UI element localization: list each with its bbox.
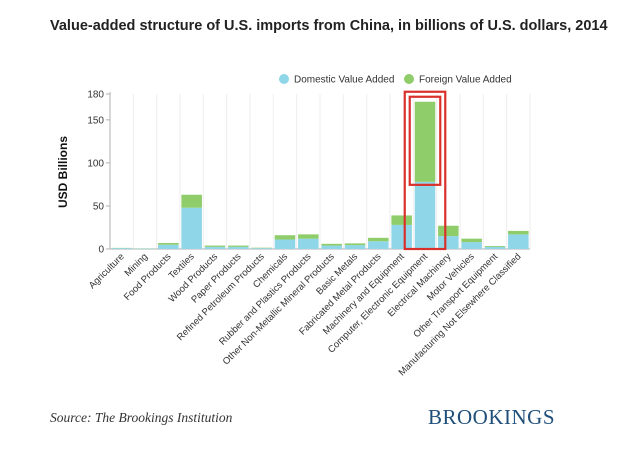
bar-domestic [251,248,272,249]
axes [106,92,530,250]
legend-label-foreign: Foreign Value Added [419,75,512,86]
bar-foreign [461,238,482,243]
bar-foreign [484,245,506,247]
bar-foreign [438,225,459,237]
bar-domestic [391,224,412,249]
bar-domestic [368,241,389,249]
bar-domestic [438,236,459,249]
bar-domestic [321,245,342,249]
bar-domestic [181,207,202,249]
legend-label-domestic: Domestic Value Added [294,75,394,86]
bar-domestic [158,244,179,249]
y-tick-label: 100 [87,158,104,169]
y-axis-label: USD Billions [56,136,70,208]
bar-foreign [344,243,366,246]
source-note: Source: The Brookings Institution [50,410,233,425]
bar-domestic [204,246,226,249]
grid-lines [109,94,531,249]
chart-title: Value-added structure of U.S. imports fr… [50,18,608,34]
bar-foreign [158,242,179,245]
bar-domestic [111,248,132,249]
bar-foreign [204,245,226,247]
highlight-box-outer [403,90,447,251]
bar-foreign [228,245,249,247]
bar-domestic [461,242,482,249]
highlight-boxes [403,90,447,251]
bar-foreign [368,237,389,242]
bar-foreign [391,215,412,225]
legend: Domestic Value Added Foreign Value Added [279,74,512,86]
y-tick-label: 150 [87,115,104,126]
bar-domestic [484,246,506,249]
bar-foreign [181,194,202,208]
bar-foreign [274,235,296,240]
legend-swatch-domestic [279,74,289,84]
brookings-logo: BROOKINGS [428,405,556,429]
y-tick-label: 180 [87,90,104,101]
bar-domestic [228,246,249,249]
y-tick-label: 50 [93,201,105,212]
bar-foreign [298,234,319,239]
y-tick-label: 0 [98,245,104,256]
bar-domestic [344,245,366,249]
legend-swatch-foreign [404,74,414,84]
bar-domestic [298,238,319,249]
bar-foreign [321,243,342,246]
bar-foreign [508,230,529,235]
bar-foreign [414,101,436,182]
bar-domestic [274,239,296,249]
x-tick-label: Agriculture [87,251,127,291]
bars [111,101,529,249]
highlight-box-inner [408,95,442,186]
bar-domestic [508,234,529,249]
bar-domestic [414,181,436,249]
